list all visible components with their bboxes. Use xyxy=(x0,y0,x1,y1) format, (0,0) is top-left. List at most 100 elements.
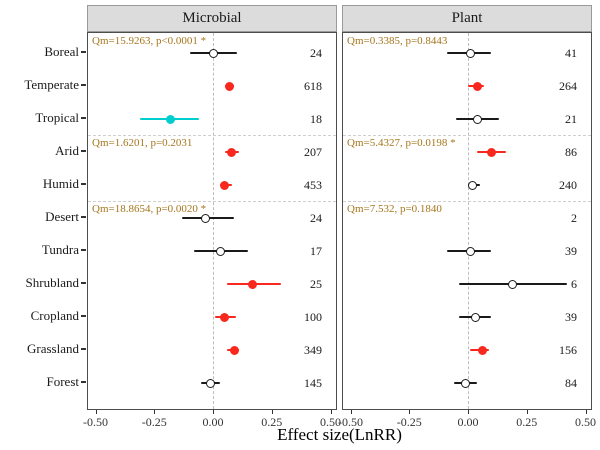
x-axis-tick-label: 0.25 xyxy=(261,415,283,429)
x-axis-tick-label: 0.00 xyxy=(457,415,479,429)
sample-size: 24 xyxy=(310,211,322,225)
y-axis-tick xyxy=(81,282,86,284)
y-axis-tick xyxy=(81,84,86,86)
y-axis-label-desert: Desert xyxy=(45,209,79,224)
sample-size: 264 xyxy=(559,79,577,93)
group-separator xyxy=(343,135,591,136)
y-axis-tick xyxy=(81,183,86,185)
x-axis-plant: -0.50 -0.25 0.00 0.25 0.50 xyxy=(338,410,596,440)
point-marker-open xyxy=(208,48,218,58)
sample-size: 17 xyxy=(310,244,322,258)
x-axis-tick xyxy=(95,410,97,414)
zero-reference-line xyxy=(468,33,469,409)
x-axis-tick-label: -0.25 xyxy=(396,415,422,429)
y-axis-tick xyxy=(81,51,86,53)
y-axis-label-boreal: Boreal xyxy=(44,44,79,59)
y-axis-label-shrubland: Shrubland xyxy=(25,275,79,290)
y-axis-label-temperate: Temperate xyxy=(24,77,79,92)
point-marker-red xyxy=(220,180,230,190)
point-marker-open xyxy=(206,378,216,388)
x-axis-tick xyxy=(350,410,352,414)
sample-size: 84 xyxy=(565,376,577,390)
sample-size: 21 xyxy=(565,112,577,126)
sample-size: 41 xyxy=(565,46,577,60)
y-axis-tick xyxy=(81,150,86,152)
qm-annotation: Qm=15.9263, p<0.0001 * xyxy=(92,35,207,47)
point-marker-red xyxy=(487,147,496,157)
x-axis-tick xyxy=(213,410,214,414)
qm-annotation: Qm=18.8654, p=0.0020 * xyxy=(92,203,207,215)
x-axis-tick-label: 0.25 xyxy=(516,415,538,429)
group-separator xyxy=(88,135,336,136)
point-marker-open xyxy=(201,213,211,223)
y-axis-label-cropland: Cropland xyxy=(30,308,79,323)
point-marker-open xyxy=(461,378,471,388)
x-axis-tick xyxy=(468,410,469,414)
y-axis-tick xyxy=(81,381,86,383)
point-marker-red xyxy=(227,147,237,157)
point-marker-red xyxy=(229,345,239,355)
group-separator xyxy=(343,201,591,202)
y-axis-label-forest: Forest xyxy=(46,374,80,389)
point-marker-open xyxy=(465,48,475,58)
sample-size: 2 xyxy=(571,211,577,225)
panel-body-microbial: Qm=15.9263, p<0.0001 * Qm=1.6201, p=0.203… xyxy=(87,32,337,410)
qm-annotation: Qm=0.3385, p=0.8443 xyxy=(347,35,448,47)
y-axis-label-humid: Humid xyxy=(42,176,79,191)
qm-annotation: Qm=1.6201, p=0.2031 xyxy=(92,137,193,149)
sample-size: 86 xyxy=(565,145,577,159)
point-marker-red xyxy=(477,345,487,355)
sample-size: 24 xyxy=(310,46,322,60)
point-marker-red xyxy=(220,312,230,322)
y-axis-tick xyxy=(81,216,86,218)
x-axis-tick xyxy=(330,410,332,414)
point-marker-open xyxy=(468,180,478,190)
y-axis-tick xyxy=(81,249,86,251)
sample-size: 453 xyxy=(304,178,322,192)
y-axis-tick xyxy=(81,315,86,317)
point-marker-open xyxy=(470,312,480,322)
sample-size: 240 xyxy=(559,178,577,192)
y-axis-tick xyxy=(81,117,86,119)
panel-body-plant: Qm=0.3385, p=0.8443 Qm=5.4327, p=0.0198 *… xyxy=(342,32,592,410)
sample-size: 39 xyxy=(565,244,577,258)
point-marker-red xyxy=(248,279,258,289)
point-marker-red xyxy=(224,81,234,91)
y-axis-label-arid: Arid xyxy=(55,143,79,158)
x-axis-tick xyxy=(409,410,411,414)
sample-size: 207 xyxy=(304,145,322,159)
point-marker-red xyxy=(472,81,482,91)
panel-header-plant: Plant xyxy=(342,5,592,32)
zero-reference-line xyxy=(213,33,214,409)
point-marker-cyan xyxy=(166,114,176,124)
sample-size: 100 xyxy=(304,310,322,324)
x-axis-tick xyxy=(526,410,528,414)
sample-size: 18 xyxy=(310,112,322,126)
group-separator xyxy=(88,201,336,202)
x-axis-tick-label: -0.50 xyxy=(338,415,363,429)
point-marker-open xyxy=(508,279,518,289)
qm-annotation: Qm=7.532, p=0.1840 xyxy=(347,203,442,215)
x-axis-tick-label: 0.50 xyxy=(575,415,596,429)
point-marker-open xyxy=(472,114,482,124)
sample-size: 39 xyxy=(565,310,577,324)
sample-size: 349 xyxy=(304,343,322,357)
x-axis-tick-label: -0.50 xyxy=(83,415,108,429)
x-axis-title: Effect size(LnRR) xyxy=(277,425,402,444)
x-axis-microbial: -0.50 -0.25 0.00 0.25 0.50 xyxy=(83,410,341,440)
y-axis-tick xyxy=(81,348,86,350)
y-axis-label-tundra: Tundra xyxy=(41,242,79,257)
sample-size: 145 xyxy=(304,376,322,390)
sample-size: 156 xyxy=(559,343,577,357)
point-marker-open xyxy=(465,246,475,256)
qm-annotation: Qm=5.4327, p=0.0198 * xyxy=(347,137,456,149)
point-marker-open xyxy=(215,246,225,256)
x-axis-tick-label: 0.00 xyxy=(202,415,224,429)
x-axis-tick-label: 0.50 xyxy=(320,415,341,429)
sample-size: 6 xyxy=(571,277,577,291)
sample-size: 618 xyxy=(304,79,322,93)
panel-header-microbial: Microbial xyxy=(87,5,337,32)
y-axis-label-grassland: Grassland xyxy=(27,341,79,356)
x-axis-tick xyxy=(154,410,156,414)
